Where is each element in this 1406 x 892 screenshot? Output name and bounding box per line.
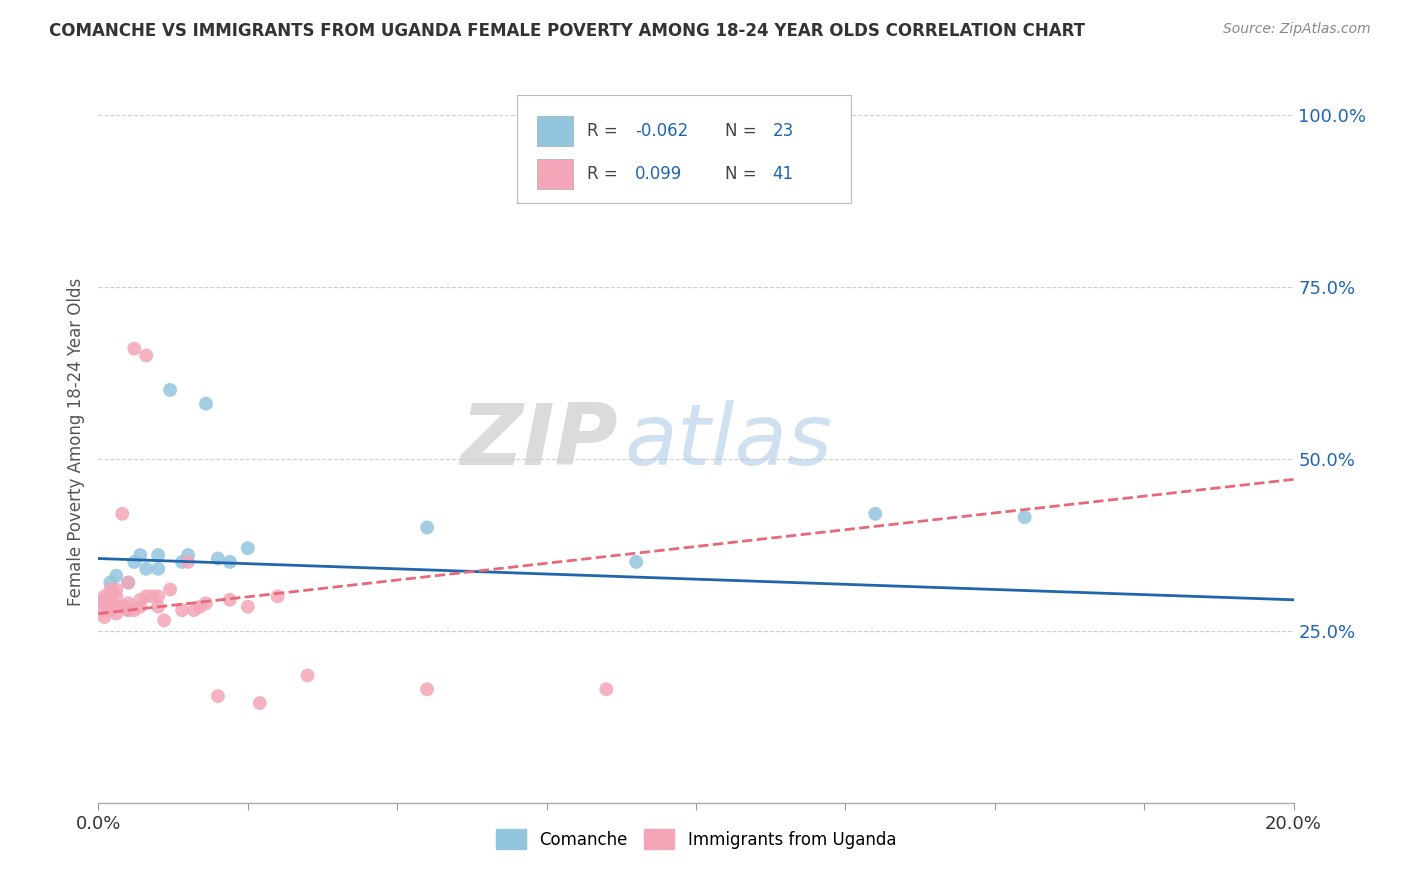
Immigrants from Uganda — [105, 599, 128, 614]
Comanche — [1014, 510, 1036, 524]
Comanche — [111, 599, 134, 614]
Text: COMANCHE VS IMMIGRANTS FROM UGANDA FEMALE POVERTY AMONG 18-24 YEAR OLDS CORRELAT: COMANCHE VS IMMIGRANTS FROM UGANDA FEMAL… — [49, 22, 1085, 40]
Text: 41: 41 — [772, 165, 793, 183]
Immigrants from Uganda — [135, 590, 157, 604]
Comanche — [177, 548, 200, 562]
Immigrants from Uganda — [195, 596, 218, 610]
Immigrants from Uganda — [148, 599, 170, 614]
Immigrants from Uganda — [188, 599, 211, 614]
Immigrants from Uganda — [267, 590, 290, 604]
Comanche — [159, 383, 181, 397]
Immigrants from Uganda — [98, 603, 122, 617]
Immigrants from Uganda — [153, 614, 176, 628]
Immigrants from Uganda — [236, 599, 259, 614]
Immigrants from Uganda — [93, 596, 115, 610]
Immigrants from Uganda — [148, 590, 170, 604]
Comanche — [172, 555, 194, 569]
Text: Source: ZipAtlas.com: Source: ZipAtlas.com — [1223, 22, 1371, 37]
Text: atlas: atlas — [624, 400, 832, 483]
Immigrants from Uganda — [98, 599, 122, 614]
Immigrants from Uganda — [177, 555, 200, 569]
Comanche — [105, 568, 128, 582]
Immigrants from Uganda — [105, 607, 128, 621]
Legend: Comanche, Immigrants from Uganda: Comanche, Immigrants from Uganda — [489, 822, 903, 856]
Y-axis label: Female Poverty Among 18-24 Year Olds: Female Poverty Among 18-24 Year Olds — [66, 277, 84, 606]
Text: N =: N = — [724, 122, 762, 140]
Comanche — [148, 548, 170, 562]
Immigrants from Uganda — [124, 603, 146, 617]
Comanche — [148, 562, 170, 576]
Comanche — [129, 548, 152, 562]
Text: -0.062: -0.062 — [636, 122, 689, 140]
Immigrants from Uganda — [172, 603, 194, 617]
FancyBboxPatch shape — [517, 95, 852, 203]
Immigrants from Uganda — [129, 592, 152, 607]
Immigrants from Uganda — [297, 668, 319, 682]
Immigrants from Uganda — [219, 592, 242, 607]
Immigrants from Uganda — [93, 610, 115, 624]
Immigrants from Uganda — [183, 603, 205, 617]
Immigrants from Uganda — [141, 590, 163, 604]
Immigrants from Uganda — [111, 599, 134, 614]
Comanche — [626, 555, 648, 569]
Text: N =: N = — [724, 165, 762, 183]
Bar — [537, 159, 572, 189]
Comanche — [195, 397, 218, 411]
Comanche — [98, 590, 122, 604]
Comanche — [236, 541, 259, 556]
Immigrants from Uganda — [105, 582, 128, 597]
Comanche — [416, 520, 439, 534]
Immigrants from Uganda — [129, 599, 152, 614]
Comanche — [117, 603, 139, 617]
Immigrants from Uganda — [595, 682, 617, 697]
Immigrants from Uganda — [98, 582, 122, 597]
Immigrants from Uganda — [117, 596, 139, 610]
Immigrants from Uganda — [207, 689, 229, 703]
Immigrants from Uganda — [105, 590, 128, 604]
Immigrants from Uganda — [93, 590, 115, 604]
Comanche — [219, 555, 242, 569]
Immigrants from Uganda — [249, 696, 271, 710]
Immigrants from Uganda — [117, 575, 139, 590]
Comanche — [98, 575, 122, 590]
Immigrants from Uganda — [416, 682, 439, 697]
Comanche — [124, 555, 146, 569]
Comanche — [117, 575, 139, 590]
Immigrants from Uganda — [111, 507, 134, 521]
Text: R =: R = — [588, 122, 623, 140]
Bar — [537, 116, 572, 146]
Immigrants from Uganda — [124, 342, 146, 356]
Immigrants from Uganda — [93, 603, 115, 617]
Immigrants from Uganda — [117, 603, 139, 617]
Immigrants from Uganda — [98, 592, 122, 607]
Immigrants from Uganda — [159, 582, 181, 597]
Text: 23: 23 — [772, 122, 794, 140]
Comanche — [207, 551, 229, 566]
Comanche — [93, 592, 115, 607]
Comanche — [135, 562, 157, 576]
Text: ZIP: ZIP — [461, 400, 619, 483]
Text: 0.099: 0.099 — [636, 165, 682, 183]
Text: R =: R = — [588, 165, 623, 183]
Comanche — [865, 507, 887, 521]
Immigrants from Uganda — [135, 349, 157, 363]
